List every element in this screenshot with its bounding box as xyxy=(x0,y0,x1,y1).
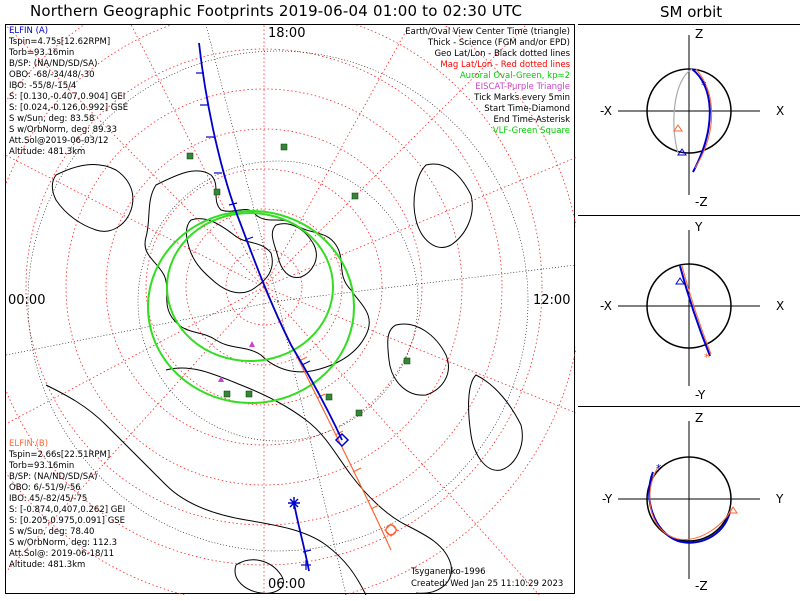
sm-panel-yz: * Z -Z -Y Y xyxy=(578,407,800,601)
vlf-square xyxy=(186,152,194,160)
elfin-a-line: S: [0.130,-0.407,0.904] GEI xyxy=(9,92,126,102)
sm2-top-label: Y xyxy=(695,220,703,234)
legend-item: Earth/Oval View Center Time (triangle) xyxy=(405,27,570,37)
elfin-a-track xyxy=(196,42,350,572)
svg-text:*: * xyxy=(704,351,710,364)
elfin-b-line: Tspin=2.66s[22.51RPM] xyxy=(9,450,111,460)
svg-text:*: * xyxy=(701,79,707,92)
footprint-map: 18:00 00:00 12:00 06:00 Earth/Oval View … xyxy=(5,24,576,595)
elfin-b-line: Att.Sol@: 2019-06-18/11 xyxy=(9,549,115,559)
elfin-b-end-diamond xyxy=(384,523,398,537)
sm-xz-svg: * xyxy=(618,35,760,195)
vlf-square xyxy=(223,390,231,398)
sm1-bottom-label: -Z xyxy=(695,195,708,209)
sm2-bottom-label: -Y xyxy=(695,388,706,402)
sm3-top-label: Z xyxy=(695,411,704,425)
vlf-stations xyxy=(186,143,411,417)
vlf-square xyxy=(245,390,253,398)
elfin-b-line: OBO: 6/-51/9/-56 xyxy=(9,483,81,493)
sm3-right-label: Y xyxy=(776,492,784,506)
vlf-square xyxy=(325,393,333,401)
elfin-b-line: Torb=93.16min xyxy=(9,461,75,471)
elfin-a-line: Tspin=4.75s[12.62RPM] xyxy=(9,37,111,47)
vlf-square xyxy=(351,192,359,200)
elfin-a-line: IBO: -55/8/-15/4 xyxy=(9,81,77,91)
legend-item: Tick Marks every 5min xyxy=(474,93,570,103)
legend-item: Geo Lat/Lon - Black dotted lines xyxy=(434,49,570,59)
legend-item: Thick - Science (FGM and/or EPD) xyxy=(427,38,570,48)
sm-xy-svg: * xyxy=(618,230,760,386)
vlf-square xyxy=(280,143,288,151)
vlf-square xyxy=(403,357,411,365)
vlf-square xyxy=(213,188,221,196)
sm1-left-label: -X xyxy=(600,104,612,118)
eiscat-markers xyxy=(218,341,255,382)
legend-item: EISCAT-Purple Triangle xyxy=(475,82,570,92)
mlt-label-bottom: 06:00 xyxy=(268,577,306,592)
sm1-right-label: X xyxy=(776,104,785,118)
created-date: Created: Wed Jan 25 11:10:29 2023 xyxy=(411,579,564,589)
elfin-a-start-diamond xyxy=(334,432,350,448)
legend-item: End Time-Asterisk xyxy=(493,115,570,125)
elfin-a-line: S: [0.024,-0.126,0.992] GSE xyxy=(9,103,129,113)
elfin-a-end-asterisk xyxy=(288,497,300,509)
sm3-bottom-label: -Z xyxy=(695,579,708,593)
sm-panel-xy: * Y -Y -X X xyxy=(578,216,800,407)
svg-text:*: * xyxy=(656,462,662,475)
elfin-a-line: OBO: -68/-34/48/-30 xyxy=(9,70,95,80)
elfin-a-line: Att.Sol@2019-06-03/12 xyxy=(9,136,109,146)
elfin-a-line: Torb=93.16min xyxy=(9,48,75,58)
page-title: Northern Geographic Footprints 2019-06-0… xyxy=(30,2,523,20)
elfin-a-info: ELFIN (A) Tspin=4.75s[12.62RPM] Torb=93.… xyxy=(9,26,128,158)
sm-panel-xz: * Z -Z -X X xyxy=(578,25,800,216)
mlt-label-left: 00:00 xyxy=(8,293,46,308)
elfin-b-line: S w/OrbNorm, deg: 112.3 xyxy=(9,538,118,548)
map-legend: Earth/Oval View Center Time (triangle) T… xyxy=(405,27,570,137)
mlt-label-right: 12:00 xyxy=(533,293,571,308)
sm2-right-label: X xyxy=(776,299,785,313)
elfin-b-line: IBO: 45/-82/45/-75 xyxy=(9,494,88,504)
vlf-square xyxy=(355,409,363,417)
legend-item: Mag Lat/Lon - Red dotted lines xyxy=(440,60,570,70)
elfin-b-line: S: [0.205,0.975,0.091] GSE xyxy=(9,516,126,526)
elfin-b-line: S: [-0.874,0.407,0.262] GEI xyxy=(9,505,126,515)
mag-lon-lines xyxy=(6,25,576,595)
sm2-left-label: -X xyxy=(600,299,612,313)
elfin-b-track xyxy=(263,286,398,551)
elfin-a-line: Altitude: 481.3km xyxy=(9,147,86,157)
eiscat-triangle xyxy=(218,376,224,382)
elfin-b-name: ELFIN (B) xyxy=(9,439,49,449)
legend-item: Start Time-Diamond xyxy=(484,104,570,114)
eiscat-triangle xyxy=(249,341,255,347)
polar-map-svg xyxy=(6,25,576,595)
elfin-b-line: B/SP: (NA/ND/SD/SA) xyxy=(9,472,98,482)
elfin-a-line: S w/OrbNorm, deg: 89.33 xyxy=(9,125,118,135)
sm-orbit-title: SM orbit xyxy=(660,3,723,21)
geo-grid xyxy=(6,25,576,595)
mlt-label-top: 18:00 xyxy=(268,26,306,41)
legend-item: Auroral Oval-Green, kp=2 xyxy=(459,71,570,81)
elfin-b-line: S w/Sun, deg: 78.40 xyxy=(9,527,95,537)
legend-item: VLF-Green Square xyxy=(492,126,570,136)
elfin-b-line: Altitude: 481.3km xyxy=(9,560,86,570)
sm-yz-svg: * xyxy=(618,421,760,579)
sm3-left-label: -Y xyxy=(602,492,613,506)
elfin-a-line: B/SP: (NA/ND/SD/SA) xyxy=(9,59,98,69)
mag-lat-circles xyxy=(6,25,576,595)
sm-orbit-column: * Z -Z -X X * Y -Y -X X * xyxy=(578,24,800,601)
elfin-a-line: S w/Sun, deg: 83.58 xyxy=(9,114,95,124)
elfin-b-info: ELFIN (B) Tspin=2.66s[22.51RPM] Torb=93.… xyxy=(9,439,125,571)
auroral-oval xyxy=(147,210,355,404)
sm1-top-label: Z xyxy=(695,27,704,41)
model-credit: Tsyganenko-1996 xyxy=(411,567,486,577)
elfin-a-name: ELFIN (A) xyxy=(9,26,49,36)
